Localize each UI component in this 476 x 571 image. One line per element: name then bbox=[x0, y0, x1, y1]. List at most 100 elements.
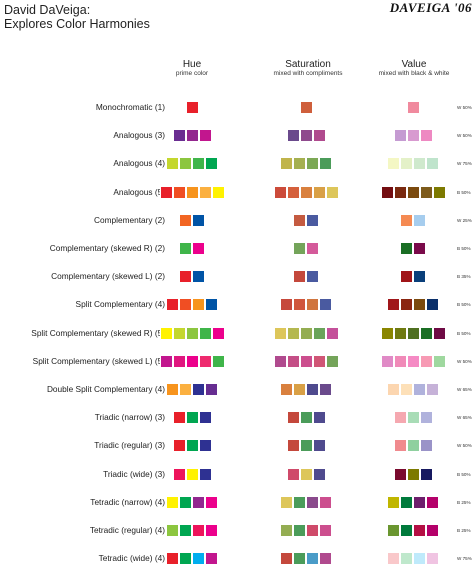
color-swatch bbox=[172, 354, 186, 368]
color-swatch bbox=[400, 157, 413, 171]
color-swatch bbox=[393, 439, 407, 453]
column-heading: Saturation bbox=[285, 59, 331, 70]
color-swatch bbox=[293, 298, 306, 312]
color-swatch bbox=[426, 524, 439, 537]
hue-swatch-group bbox=[185, 101, 199, 115]
val-swatch-group bbox=[380, 326, 446, 341]
color-swatch bbox=[380, 326, 394, 340]
color-swatch bbox=[306, 213, 319, 227]
harmony-label: Tetradic (narrow) (4) bbox=[90, 496, 165, 507]
color-swatch bbox=[286, 326, 300, 340]
color-swatch bbox=[166, 298, 179, 312]
sat-swatch-group bbox=[286, 411, 326, 425]
color-swatch bbox=[306, 524, 319, 537]
color-swatch bbox=[185, 439, 199, 453]
value-mix-note: W 50% bbox=[457, 105, 472, 110]
color-swatch bbox=[413, 552, 426, 566]
harmony-label: Complementary (skewed L) (2) bbox=[51, 271, 165, 282]
color-swatch bbox=[280, 552, 293, 566]
color-swatch bbox=[419, 185, 433, 199]
color-swatch bbox=[387, 298, 400, 312]
color-swatch bbox=[159, 326, 173, 340]
color-swatch bbox=[306, 157, 319, 171]
color-swatch bbox=[312, 467, 326, 481]
color-swatch bbox=[293, 270, 306, 284]
color-swatch bbox=[419, 411, 433, 425]
color-swatch bbox=[179, 298, 192, 312]
hue-swatch-group bbox=[172, 129, 212, 143]
hue-swatch-group bbox=[179, 242, 205, 256]
harmony-label: Triadic (wide) (3) bbox=[103, 468, 165, 479]
val-swatch-group bbox=[387, 298, 439, 312]
val-swatch-group bbox=[387, 524, 439, 538]
color-swatch bbox=[299, 185, 313, 199]
sat-swatch-group bbox=[273, 185, 339, 200]
color-swatch bbox=[198, 354, 212, 368]
color-swatch bbox=[413, 524, 426, 537]
sat-swatch-group bbox=[286, 439, 326, 453]
color-swatch bbox=[380, 354, 394, 368]
sat-swatch-group bbox=[280, 495, 332, 510]
column-header-saturation: Saturation mixed with compliments bbox=[253, 59, 363, 77]
color-swatch bbox=[205, 524, 218, 537]
value-mix-note: W 65% bbox=[457, 387, 472, 392]
harmony-label: Tetradic (regular) (4) bbox=[89, 525, 165, 535]
color-swatch bbox=[286, 129, 300, 143]
color-swatch bbox=[205, 495, 218, 509]
color-swatch bbox=[406, 185, 420, 199]
color-swatch bbox=[192, 383, 205, 396]
val-swatch-group bbox=[380, 185, 446, 200]
color-swatch bbox=[312, 185, 326, 199]
color-swatch bbox=[387, 552, 400, 566]
color-swatch bbox=[400, 298, 413, 312]
color-swatch bbox=[387, 524, 400, 537]
color-swatch bbox=[312, 326, 326, 340]
color-swatch bbox=[280, 383, 293, 396]
color-swatch bbox=[192, 242, 205, 255]
color-swatch bbox=[306, 552, 319, 566]
value-mix-note: B 50% bbox=[457, 246, 471, 251]
color-swatch bbox=[172, 185, 186, 199]
color-swatch bbox=[387, 157, 400, 171]
val-swatch-group bbox=[400, 213, 426, 228]
color-swatch bbox=[172, 439, 186, 453]
color-swatch bbox=[198, 439, 212, 453]
sat-swatch-group bbox=[286, 467, 326, 482]
color-swatch bbox=[185, 411, 199, 425]
value-mix-note: B 50% bbox=[457, 330, 471, 336]
color-swatch bbox=[406, 326, 420, 340]
color-swatch bbox=[211, 185, 225, 199]
color-swatch bbox=[179, 524, 192, 537]
color-swatch bbox=[306, 495, 319, 509]
color-swatch bbox=[400, 524, 413, 537]
color-swatch bbox=[319, 383, 332, 396]
color-swatch bbox=[319, 495, 332, 509]
color-swatch bbox=[185, 326, 199, 340]
color-swatch bbox=[166, 495, 179, 509]
color-swatch bbox=[312, 129, 326, 143]
value-mix-note: W 50% bbox=[457, 358, 472, 364]
color-swatch bbox=[306, 270, 319, 284]
color-swatch bbox=[273, 185, 287, 199]
color-swatch bbox=[293, 157, 306, 171]
val-swatch-group bbox=[387, 495, 439, 510]
color-swatch bbox=[413, 213, 426, 227]
color-swatch bbox=[293, 242, 306, 255]
val-swatch-group bbox=[393, 411, 433, 425]
color-swatch bbox=[273, 326, 287, 340]
color-swatch bbox=[426, 157, 439, 171]
value-mix-note: W 50% bbox=[457, 443, 472, 449]
sat-swatch-group bbox=[293, 242, 319, 256]
sat-swatch-group bbox=[293, 270, 319, 284]
color-swatch bbox=[419, 467, 433, 481]
color-swatch bbox=[306, 298, 319, 312]
color-swatch bbox=[179, 157, 192, 171]
color-swatch bbox=[319, 157, 332, 171]
color-swatch bbox=[192, 157, 205, 171]
color-swatch bbox=[393, 326, 407, 340]
harmony-label: Complementary (2) bbox=[93, 214, 165, 225]
val-swatch-group bbox=[400, 242, 426, 256]
color-swatch bbox=[393, 129, 407, 143]
brand-logo: DAVEIGA '06 bbox=[389, 0, 472, 15]
val-swatch-group bbox=[393, 439, 433, 453]
